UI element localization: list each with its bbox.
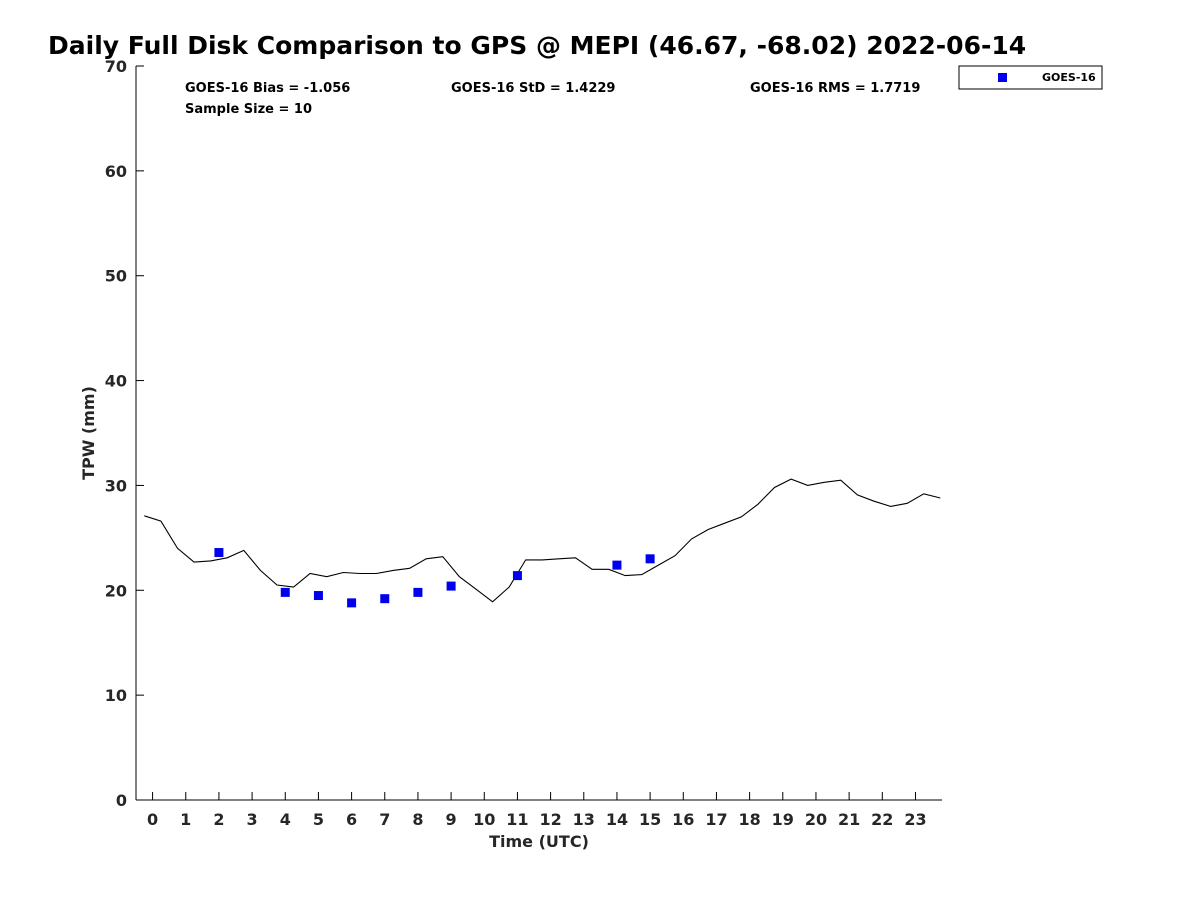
x-tick-label: 6 xyxy=(346,810,357,829)
legend-box xyxy=(958,65,1103,90)
goes16-point xyxy=(512,571,522,581)
y-tick-label: 70 xyxy=(105,57,127,76)
x-tick-label: 5 xyxy=(313,810,324,829)
y-tick-label: 60 xyxy=(105,162,127,181)
x-tick-label: 3 xyxy=(247,810,258,829)
x-tick-label: 16 xyxy=(672,810,694,829)
goes16-point xyxy=(280,587,290,597)
goes16-point xyxy=(380,594,390,604)
x-tick-label: 22 xyxy=(871,810,893,829)
goes16-point xyxy=(645,554,655,564)
x-tick-label: 9 xyxy=(446,810,457,829)
x-tick-label: 4 xyxy=(280,810,291,829)
tick-marks: 0 1 2 3 4 5 6 7 8 9 10 11 12 13 14 15 16 17 18 19 20 21 22 2301… xyxy=(105,57,927,829)
x-tick-label: 20 xyxy=(805,810,827,829)
x-tick-label: 15 xyxy=(639,810,661,829)
y-tick-label: 0 xyxy=(116,791,127,810)
chart-title: Daily Full Disk Comparison to GPS @ MEPI… xyxy=(48,31,1026,60)
goes16-point xyxy=(313,591,323,601)
legend-label-goes16: GOES-16 xyxy=(1042,71,1096,84)
x-tick-label: 12 xyxy=(539,810,561,829)
x-tick-label: 1 xyxy=(180,810,191,829)
y-tick-label: 40 xyxy=(105,372,127,391)
stat-std: GOES-16 StD = 1.4229 xyxy=(451,81,615,96)
y-axis-label: TPW (mm) xyxy=(79,386,98,480)
x-tick-label: 0 xyxy=(147,810,158,829)
y-tick-label: 30 xyxy=(105,476,127,495)
x-axis-label: Time (UTC) xyxy=(489,832,589,851)
goes16-point xyxy=(612,560,622,570)
x-tick-label: 7 xyxy=(379,810,390,829)
x-tick-label: 23 xyxy=(904,810,926,829)
stat-bias: GOES-16 Bias = -1.056 xyxy=(185,81,350,96)
axes xyxy=(135,66,942,801)
stat-sample-size: Sample Size = 10 xyxy=(185,102,312,117)
x-tick-label: 19 xyxy=(772,810,794,829)
x-tick-label: 10 xyxy=(473,810,495,829)
x-tick-label: 11 xyxy=(506,810,528,829)
y-tick-label: 10 xyxy=(105,686,127,705)
x-tick-label: 14 xyxy=(606,810,628,829)
y-tick-label: 50 xyxy=(105,267,127,286)
goes16-point xyxy=(347,598,357,608)
x-tick-label: 17 xyxy=(705,810,727,829)
stat-rms: GOES-16 RMS = 1.7719 xyxy=(750,81,920,96)
legend: GOES-16 xyxy=(958,65,1103,90)
x-tick-label: 2 xyxy=(213,810,224,829)
plot-area xyxy=(144,478,941,608)
gps-series-line xyxy=(144,478,941,603)
y-tick-label: 20 xyxy=(105,581,127,600)
x-tick-label: 18 xyxy=(738,810,760,829)
x-tick-label: 8 xyxy=(412,810,423,829)
goes16-point xyxy=(413,587,423,597)
x-tick-label: 21 xyxy=(838,810,860,829)
legend-marker-goes16 xyxy=(998,73,1007,82)
goes16-point xyxy=(214,548,224,558)
goes16-point xyxy=(446,581,456,591)
stats-block: GOES-16 Bias = -1.056 GOES-16 StD = 1.42… xyxy=(185,81,920,117)
x-tick-label: 13 xyxy=(573,810,595,829)
